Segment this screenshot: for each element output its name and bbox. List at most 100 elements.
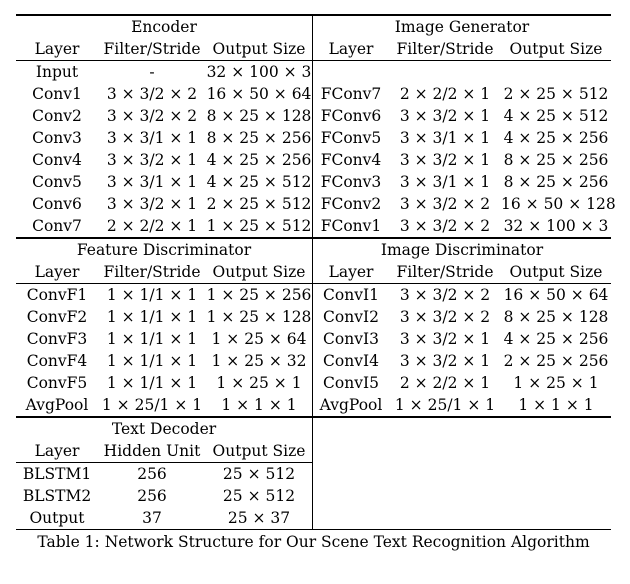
table-cell: 4 × 25 × 256 xyxy=(503,129,609,147)
table-cell: 25 × 512 xyxy=(222,487,296,505)
column-header: Filter/Stride xyxy=(103,263,201,281)
column-header: Output Size xyxy=(509,40,603,58)
table-cell: 1 × 25/1 × 1 xyxy=(394,396,496,414)
table-cell: 1 × 1/1 × 1 xyxy=(106,286,198,304)
table-cell: ConvF2 xyxy=(26,308,88,326)
table-cell: 25 × 37 xyxy=(227,509,291,527)
table-cell: ConvF1 xyxy=(26,286,88,304)
section-divider xyxy=(16,237,611,239)
table-row: ConvI5 2 × 2/2 × 1 1 × 25 × 1 xyxy=(313,372,611,394)
table-cell: FConv5 xyxy=(320,129,382,147)
table-cell: Conv5 xyxy=(32,173,82,191)
table-row: Conv5 3 × 3/1 × 1 4 × 25 × 512 xyxy=(16,171,312,193)
table-cell: FConv7 xyxy=(320,85,382,103)
table-row: FConv4 3 × 3/2 × 1 8 × 25 × 256 xyxy=(313,149,611,171)
table-cell: 8 × 25 × 128 xyxy=(206,107,312,125)
column-header: Filter/Stride xyxy=(396,40,494,58)
table-cell: 3 × 3/2 × 2 xyxy=(106,107,198,125)
header-rule xyxy=(313,60,611,61)
panel-feature-discriminator: Feature Discriminator Layer Filter/Stride O… xyxy=(16,239,313,416)
header-rule xyxy=(313,283,611,284)
table-top-rule xyxy=(16,14,611,16)
header-rule xyxy=(16,462,312,463)
table-cell: 1 × 25 × 1 xyxy=(513,374,599,392)
column-header-row: Layer Filter/Stride Output Size xyxy=(16,261,312,283)
table-cell: AvgPool xyxy=(25,396,89,414)
table-cell: 3 × 3/2 × 2 xyxy=(399,217,491,235)
table-cell: 1 × 25 × 512 xyxy=(206,217,312,235)
table-cell: FConv3 xyxy=(320,173,382,191)
table-cell: 1 × 1 × 1 xyxy=(221,396,297,414)
column-header: Layer xyxy=(34,263,80,281)
table-cell: 8 × 25 × 256 xyxy=(503,173,609,191)
table-row: BLSTM2 256 25 × 512 xyxy=(16,485,312,507)
table-cell: BLSTM2 xyxy=(22,487,92,505)
table-row: FConv7 2 × 2/2 × 1 2 × 25 × 512 xyxy=(313,83,611,105)
table-row: ConvF4 1 × 1/1 × 1 1 × 25 × 32 xyxy=(16,350,312,372)
table-cell xyxy=(313,61,389,83)
table-cell: 3 × 3/2 × 2 xyxy=(106,85,198,103)
table-cell: 3 × 3/2 × 2 xyxy=(399,195,491,213)
table-cell: 2 × 25 × 512 xyxy=(503,85,609,103)
table-cell: 1 × 1/1 × 1 xyxy=(106,352,198,370)
table-cell: 16 × 50 × 128 xyxy=(501,195,616,213)
table-cell: 3 × 3/1 × 1 xyxy=(399,173,491,191)
table-cell: Conv2 xyxy=(32,107,82,125)
table-row: ConvF1 1 × 1/1 × 1 1 × 25 × 256 xyxy=(16,284,312,306)
table-row: Conv4 3 × 3/2 × 1 4 × 25 × 256 xyxy=(16,149,312,171)
header-rule xyxy=(16,283,312,284)
table-row: FConv5 3 × 3/1 × 1 4 × 25 × 256 xyxy=(313,127,611,149)
table-cell: ConvF5 xyxy=(26,374,88,392)
table-cell: ConvF3 xyxy=(26,330,88,348)
table-cell: 1 × 25 × 256 xyxy=(206,286,312,304)
table-row: FConv1 3 × 3/2 × 2 32 × 100 × 3 xyxy=(313,215,611,237)
table-cell: 2 × 2/2 × 1 xyxy=(399,374,491,392)
table-cell: Conv3 xyxy=(32,129,82,147)
table-row: Conv1 3 × 3/2 × 2 16 × 50 × 64 xyxy=(16,83,312,105)
table-row: Conv6 3 × 3/2 × 1 2 × 25 × 512 xyxy=(16,193,312,215)
table-cell: 2 × 2/2 × 1 xyxy=(399,85,491,103)
table-row: ConvI4 3 × 3/2 × 1 2 × 25 × 256 xyxy=(313,350,611,372)
table-cell: Input xyxy=(35,63,79,81)
section-row: Feature Discriminator Layer Filter/Stride O… xyxy=(16,239,611,416)
table-cell: 2 × 25 × 256 xyxy=(503,352,609,370)
table-cell: 3 × 3/2 × 1 xyxy=(106,195,198,213)
table-cell: 1 × 25 × 32 xyxy=(211,352,307,370)
panel-text-decoder: Text Decoder Layer Hidden Unit Output Size B… xyxy=(16,418,313,529)
table-row: BLSTM1 256 25 × 512 xyxy=(16,463,312,485)
table-cell: - xyxy=(149,63,155,81)
table-row: Conv2 3 × 3/2 × 2 8 × 25 × 128 xyxy=(16,105,312,127)
column-header: Hidden Unit xyxy=(103,442,201,460)
column-header: Filter/Stride xyxy=(103,40,201,58)
table-cell: 3 × 3/2 × 1 xyxy=(399,330,491,348)
table-cell: Output xyxy=(29,509,85,527)
panel-title: Encoder xyxy=(131,18,197,36)
table-row: ConvI3 3 × 3/2 × 1 4 × 25 × 256 xyxy=(313,328,611,350)
table-row: ConvF5 1 × 1/1 × 1 1 × 25 × 1 xyxy=(16,372,312,394)
table-body: Encoder Layer Filter/Stride Output Size Inpu… xyxy=(16,16,616,529)
table-cell: 2 × 2/2 × 1 xyxy=(106,217,198,235)
table-row xyxy=(313,61,611,83)
table-cell: 3 × 3/2 × 2 xyxy=(399,308,491,326)
panel-title: Image Discriminator xyxy=(380,241,544,259)
table-cell: 2 × 25 × 512 xyxy=(206,195,312,213)
table-cell: 4 × 25 × 512 xyxy=(503,107,609,125)
section-divider xyxy=(16,416,611,418)
table-cell: Conv1 xyxy=(32,85,82,103)
column-header: Layer xyxy=(328,263,374,281)
table-cell: 25 × 512 xyxy=(222,465,296,483)
table-cell: FConv4 xyxy=(320,151,382,169)
table-cell: 32 × 100 × 3 xyxy=(206,63,312,81)
table-cell: 4 × 25 × 256 xyxy=(206,151,312,169)
table-cell: 256 xyxy=(137,465,167,483)
table-cell: ConvF4 xyxy=(26,352,88,370)
table-cell: 3 × 3/1 × 1 xyxy=(399,129,491,147)
table-row: Input - 32 × 100 × 3 xyxy=(16,61,312,83)
table-cell: 4 × 25 × 256 xyxy=(503,330,609,348)
table-cell: 8 × 25 × 256 xyxy=(503,151,609,169)
table-cell: 16 × 50 × 64 xyxy=(503,286,609,304)
table-row: ConvI2 3 × 3/2 × 2 8 × 25 × 128 xyxy=(313,306,611,328)
table-cell: 8 × 25 × 128 xyxy=(503,308,609,326)
table-cell: FConv2 xyxy=(320,195,382,213)
table-cell: 1 × 1/1 × 1 xyxy=(106,330,198,348)
